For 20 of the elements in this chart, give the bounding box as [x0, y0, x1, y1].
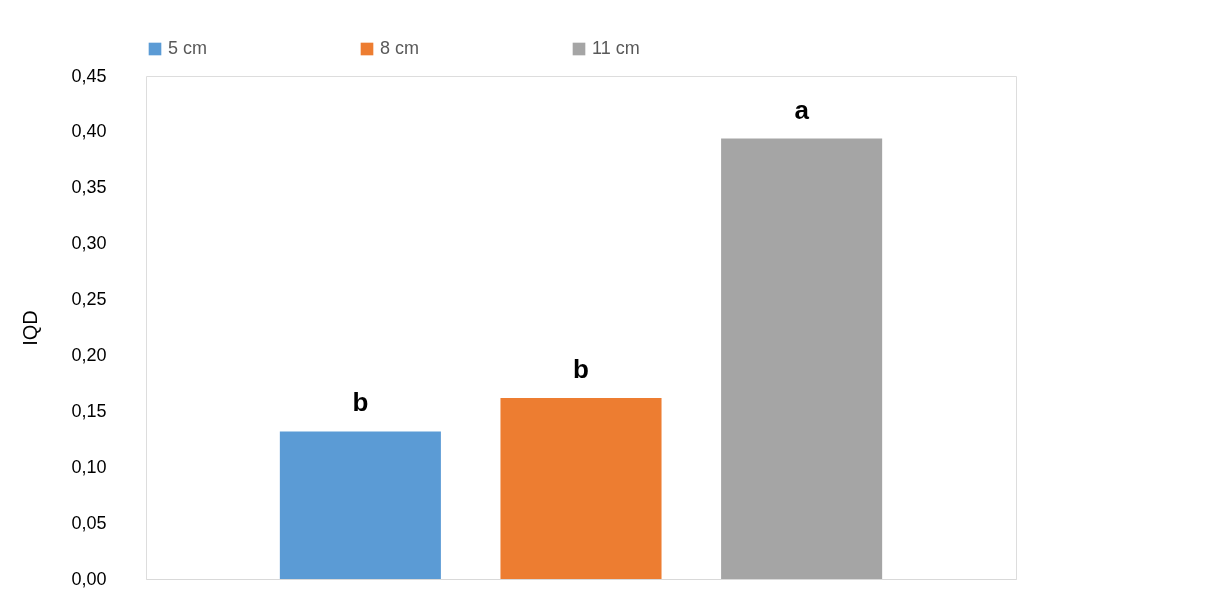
bar: [279, 431, 441, 579]
y-tick-label: 0,15: [71, 400, 107, 421]
legend-label: 8 cm: [380, 38, 420, 58]
y-tick-label: 0,05: [71, 512, 107, 533]
y-tick-label: 0,10: [71, 456, 107, 477]
legend-label: 11 cm: [592, 38, 640, 58]
bar: [500, 397, 662, 579]
y-tick-label: 0,25: [71, 289, 107, 310]
legend-label: 5 cm: [168, 38, 208, 58]
y-tick-label: 0,45: [71, 65, 107, 86]
annotation: a: [794, 94, 810, 125]
y-axis-title: IQD: [19, 310, 42, 346]
bar: [721, 138, 883, 579]
y-tick-label: 0,00: [71, 568, 107, 589]
y-tick-label: 0,30: [71, 233, 107, 254]
annotation: b: [573, 353, 589, 384]
y-tick-label: 0,20: [71, 344, 107, 365]
y-tick-label: 0,40: [71, 121, 107, 142]
annotation: b: [352, 387, 369, 418]
y-tick-label: 0,35: [71, 177, 107, 198]
